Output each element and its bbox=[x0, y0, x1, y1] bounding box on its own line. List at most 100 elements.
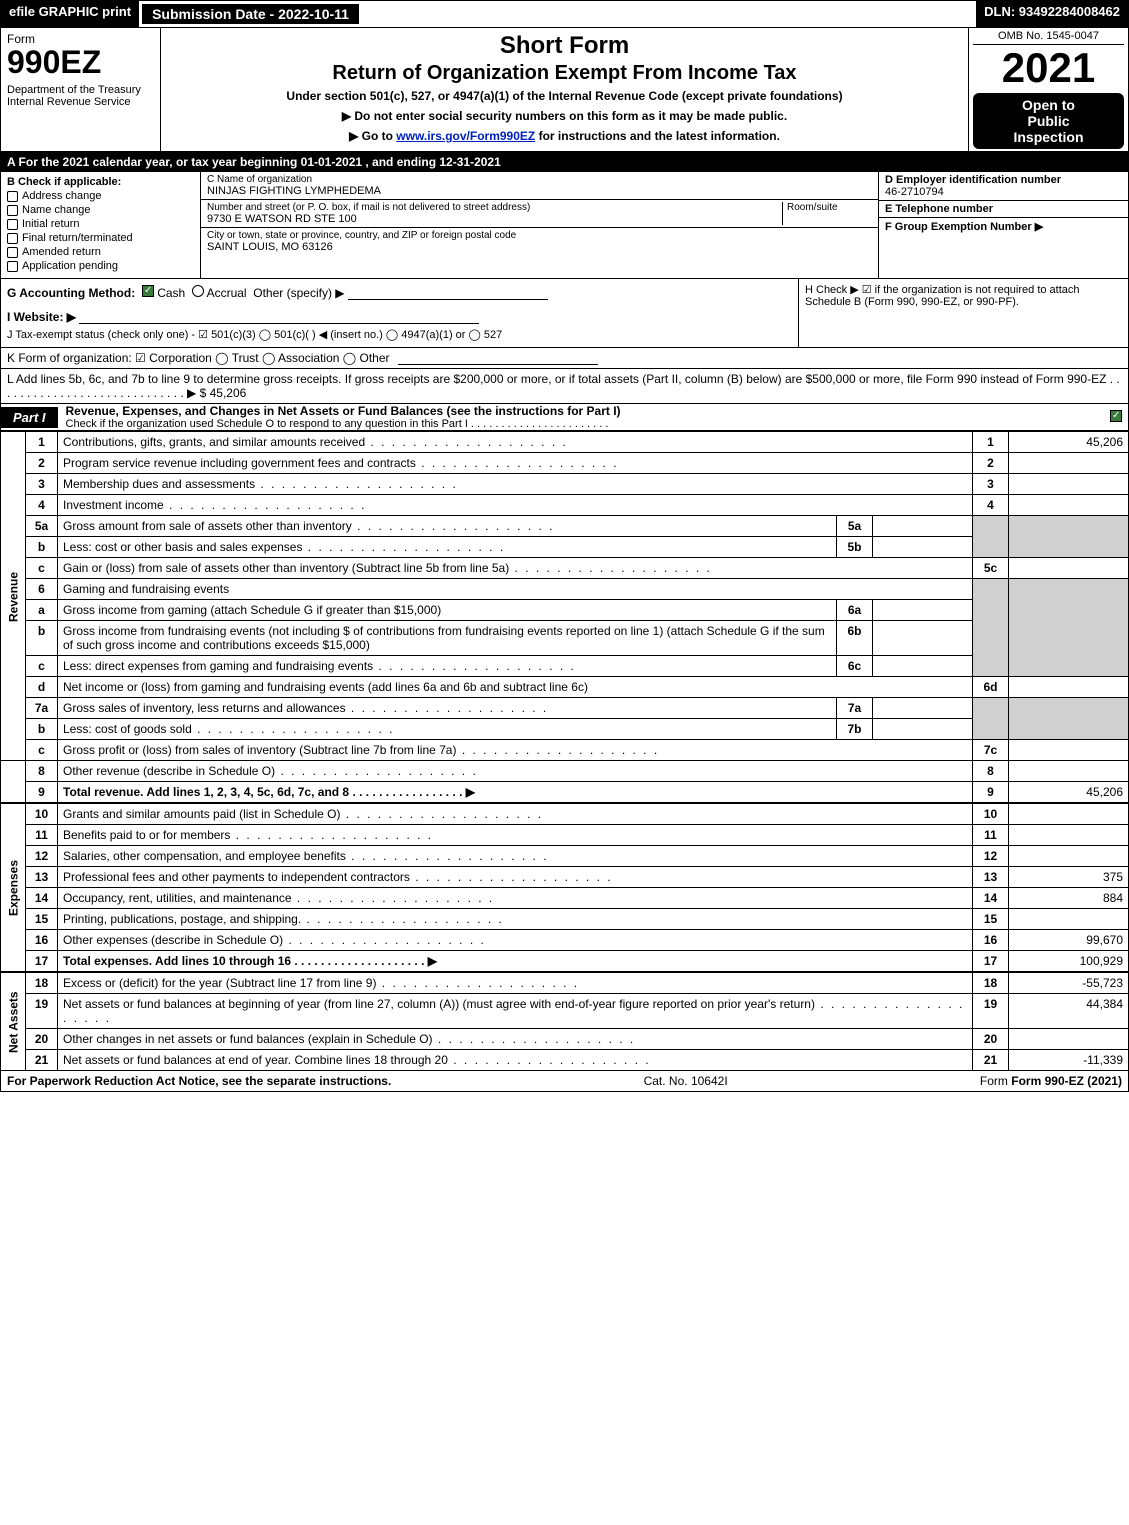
grey-5-amt bbox=[1009, 516, 1129, 558]
part-1-check[interactable] bbox=[1110, 410, 1122, 422]
r7a-no: 7a bbox=[26, 698, 58, 719]
r8-line: 8 bbox=[973, 761, 1009, 782]
r9-desc: Total revenue. Add lines 1, 2, 3, 4, 5c,… bbox=[63, 785, 475, 799]
part-1-tag: Part I bbox=[1, 407, 58, 428]
r14-line: 14 bbox=[973, 888, 1009, 909]
g-other-blank[interactable] bbox=[348, 286, 548, 300]
h-section: H Check ▶ ☑ if the organization is not r… bbox=[798, 279, 1128, 347]
r6a-no: a bbox=[26, 600, 58, 621]
footer-right: Form Form 990-EZ (2021) bbox=[980, 1074, 1122, 1088]
r13-line: 13 bbox=[973, 867, 1009, 888]
b-item-3: Final return/terminated bbox=[22, 232, 133, 244]
j-line: J Tax-exempt status (check only one) - ☑… bbox=[7, 328, 792, 341]
r6a-desc: Gross income from gaming (attach Schedul… bbox=[58, 600, 837, 621]
k-text: K Form of organization: ☑ Corporation ◯ … bbox=[7, 351, 390, 365]
i-label: I Website: ▶ bbox=[7, 310, 76, 324]
r6a-mini: 6a bbox=[837, 600, 873, 621]
r1-desc: Contributions, gifts, grants, and simila… bbox=[63, 435, 568, 449]
form-header: Form 990EZ Department of the Treasury In… bbox=[0, 28, 1129, 152]
r6d-desc: Net income or (loss) from gaming and fun… bbox=[58, 677, 973, 698]
ein: 46-2710794 bbox=[885, 186, 944, 198]
chk-application-pending[interactable] bbox=[7, 261, 18, 272]
column-c: C Name of organization NINJAS FIGHTING L… bbox=[201, 172, 878, 278]
r6d-no: d bbox=[26, 677, 58, 698]
r10-amt bbox=[1009, 804, 1129, 825]
chk-accrual[interactable] bbox=[192, 285, 204, 297]
r5a-mv bbox=[873, 516, 973, 537]
r20-line: 20 bbox=[973, 1029, 1009, 1050]
column-de: D Employer identification number 46-2710… bbox=[878, 172, 1128, 278]
r18-line: 18 bbox=[973, 973, 1009, 994]
r5c-line: 5c bbox=[973, 558, 1009, 579]
c-street-label: Number and street (or P. O. box, if mail… bbox=[207, 202, 782, 213]
r7b-no: b bbox=[26, 719, 58, 740]
r5a-desc: Gross amount from sale of assets other t… bbox=[63, 519, 555, 533]
c-city-label: City or town, state or province, country… bbox=[207, 230, 872, 241]
r6d-line: 6d bbox=[973, 677, 1009, 698]
r8-amt bbox=[1009, 761, 1129, 782]
r10-no: 10 bbox=[26, 804, 58, 825]
open-to-public: Open to Public Inspection bbox=[973, 93, 1124, 149]
r6d-amt bbox=[1009, 677, 1129, 698]
grey-6-amt bbox=[1009, 579, 1129, 677]
section-a: A For the 2021 calendar year, or tax yea… bbox=[0, 152, 1129, 172]
r11-desc: Benefits paid to or for members bbox=[63, 828, 433, 842]
r18-desc: Excess or (deficit) for the year (Subtra… bbox=[63, 976, 579, 990]
r19-line: 19 bbox=[973, 994, 1009, 1029]
r20-desc: Other changes in net assets or fund bala… bbox=[63, 1032, 635, 1046]
website-blank[interactable] bbox=[79, 310, 479, 324]
instruction-2: ▶ Go to www.irs.gov/Form990EZ for instru… bbox=[171, 129, 958, 143]
r3-desc: Membership dues and assessments bbox=[63, 477, 458, 491]
part-1-title-text: Revenue, Expenses, and Changes in Net As… bbox=[66, 404, 621, 418]
r7c-line: 7c bbox=[973, 740, 1009, 761]
efile-print[interactable]: efile GRAPHIC print bbox=[1, 1, 139, 27]
c-name-label: C Name of organization bbox=[207, 174, 872, 185]
r15-desc: Printing, publications, postage, and shi… bbox=[63, 912, 504, 926]
r2-amt bbox=[1009, 453, 1129, 474]
r12-line: 12 bbox=[973, 846, 1009, 867]
submission-date: Submission Date - 2022-10-11 bbox=[141, 3, 360, 25]
k-other-blank[interactable] bbox=[398, 351, 598, 365]
r16-no: 16 bbox=[26, 930, 58, 951]
side-expenses: Expenses bbox=[1, 804, 26, 972]
chk-final-return[interactable] bbox=[7, 233, 18, 244]
dln: DLN: 93492284008462 bbox=[976, 1, 1128, 27]
irs-link[interactable]: www.irs.gov/Form990EZ bbox=[396, 129, 535, 143]
r6a-mv bbox=[873, 600, 973, 621]
grey-7-amt bbox=[1009, 698, 1129, 740]
chk-name-change[interactable] bbox=[7, 205, 18, 216]
r16-desc: Other expenses (describe in Schedule O) bbox=[63, 933, 486, 947]
chk-initial-return[interactable] bbox=[7, 219, 18, 230]
chk-cash[interactable] bbox=[142, 285, 154, 297]
b-item-0: Address change bbox=[22, 190, 102, 202]
r15-no: 15 bbox=[26, 909, 58, 930]
chk-address-change[interactable] bbox=[7, 191, 18, 202]
r5b-mv bbox=[873, 537, 973, 558]
r2-desc: Program service revenue including govern… bbox=[63, 456, 619, 470]
org-street: 9730 E WATSON RD STE 100 bbox=[207, 213, 357, 225]
k-line: K Form of organization: ☑ Corporation ◯ … bbox=[0, 348, 1129, 369]
e-label: E Telephone number bbox=[885, 203, 993, 215]
r6b-mini: 6b bbox=[837, 621, 873, 656]
chk-amended-return[interactable] bbox=[7, 247, 18, 258]
org-name: NINJAS FIGHTING LYMPHEDEMA bbox=[207, 185, 381, 197]
room-label: Room/suite bbox=[787, 202, 872, 213]
r4-amt bbox=[1009, 495, 1129, 516]
r19-no: 19 bbox=[26, 994, 58, 1029]
r5c-desc: Gain or (loss) from sale of assets other… bbox=[63, 561, 712, 575]
header-right: OMB No. 1545-0047 2021 Open to Public In… bbox=[968, 28, 1128, 151]
footer: For Paperwork Reduction Act Notice, see … bbox=[0, 1071, 1129, 1092]
g-section: G Accounting Method: Cash Accrual Other … bbox=[1, 279, 798, 347]
r7a-mini: 7a bbox=[837, 698, 873, 719]
r2-no: 2 bbox=[26, 453, 58, 474]
r11-amt bbox=[1009, 825, 1129, 846]
r4-line: 4 bbox=[973, 495, 1009, 516]
b-label: B Check if applicable: bbox=[7, 176, 194, 188]
r4-desc: Investment income bbox=[63, 498, 366, 512]
r13-no: 13 bbox=[26, 867, 58, 888]
footer-left: For Paperwork Reduction Act Notice, see … bbox=[7, 1074, 391, 1088]
r7c-desc: Gross profit or (loss) from sales of inv… bbox=[63, 743, 659, 757]
part-1-title: Revenue, Expenses, and Changes in Net As… bbox=[58, 404, 1110, 430]
g-accrual: Accrual bbox=[207, 286, 247, 300]
r13-desc: Professional fees and other payments to … bbox=[63, 870, 613, 884]
